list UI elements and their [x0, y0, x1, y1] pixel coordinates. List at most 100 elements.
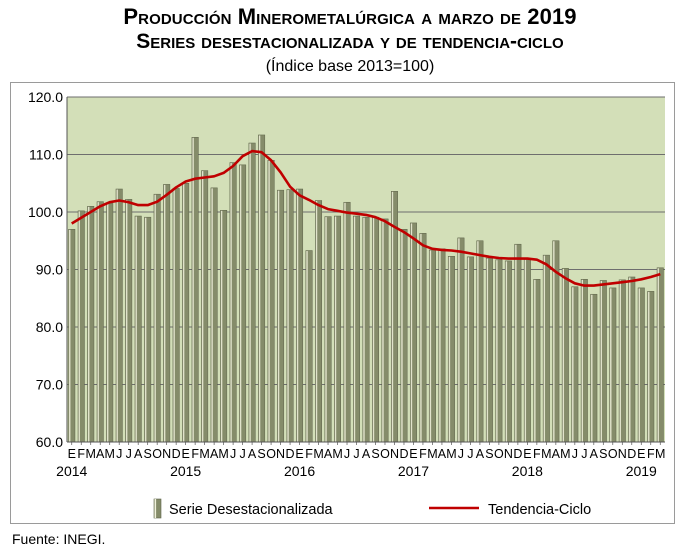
x-tick-label-month: D	[172, 447, 181, 461]
y-tick-label: 80.0	[36, 319, 63, 335]
x-tick-label-month: D	[399, 447, 408, 461]
bar-highlight	[315, 201, 318, 442]
bar-highlight	[201, 171, 204, 442]
bar-highlight	[448, 256, 451, 442]
legend-bar-swatch-highlight	[154, 499, 157, 518]
bar-highlight	[88, 206, 90, 442]
y-tick-label: 120.0	[28, 89, 63, 105]
bar-highlight	[372, 217, 375, 442]
x-tick-label-month: A	[476, 447, 485, 461]
y-tick-label: 70.0	[36, 377, 63, 393]
bar-highlight	[600, 280, 602, 442]
bar-highlight	[439, 249, 441, 442]
trend-line	[71, 149, 661, 287]
x-tick-label-month: J	[458, 447, 464, 461]
x-tick-label-month: N	[276, 447, 285, 461]
bar-highlight	[477, 241, 479, 442]
bar-highlight	[296, 189, 299, 442]
source-note: Fuente: INEGI.	[12, 531, 106, 547]
bar-highlight	[629, 277, 631, 442]
bar-highlight	[78, 211, 80, 442]
bar-highlight	[562, 268, 565, 442]
bar-highlight	[619, 280, 621, 442]
x-tick-label-month: E	[523, 447, 531, 461]
bar-highlight	[524, 259, 527, 442]
bar-highlight	[496, 260, 498, 442]
x-tick-label-month: F	[647, 447, 655, 461]
x-tick-label-month: J	[353, 447, 359, 461]
bar-highlight	[638, 288, 640, 442]
x-tick-label-month: M	[560, 447, 570, 461]
x-tick-label-month: N	[390, 447, 399, 461]
bar-highlight	[249, 143, 251, 442]
bar-highlight	[69, 229, 71, 442]
chart-frame: 60.0 70.0 80.0 90.0 100.0 110.0 120.0 E F M A M J J A S…	[10, 82, 675, 524]
bar-highlight	[192, 137, 194, 442]
x-tick-label-month: J	[467, 447, 473, 461]
x-tick-label-month: S	[144, 447, 152, 461]
x-tick-label-month: J	[344, 447, 350, 461]
bar-highlight	[581, 279, 584, 442]
bar-highlight	[97, 202, 99, 442]
x-tick-label-month: M	[313, 447, 323, 461]
x-tick-label-month: M	[332, 447, 342, 461]
bar-highlight	[467, 257, 470, 442]
bar-highlight	[144, 217, 147, 442]
x-tick-label-year: 2018	[512, 463, 543, 479]
x-tick-label-month: M	[541, 447, 551, 461]
legend-bar-swatch	[153, 498, 162, 519]
x-tick-label-year: 2019	[626, 463, 657, 479]
bar-highlight	[458, 238, 460, 442]
bar-highlight	[268, 160, 270, 442]
bar-highlight	[363, 217, 365, 442]
bar-highlight	[391, 191, 394, 442]
x-tick-label-month: A	[248, 447, 257, 461]
legend-label-line: Tendencia-Ciclo	[488, 502, 591, 518]
chart-subtitle: Series desestacionalizada y de tendencia…	[136, 30, 564, 53]
bar-highlight	[657, 268, 659, 442]
bar-highlight	[382, 219, 384, 442]
x-tick-label-month: F	[533, 447, 541, 461]
y-tick-label: 90.0	[36, 262, 63, 278]
x-tick-label-month: O	[608, 447, 618, 461]
bar-highlight	[486, 258, 489, 442]
bar-highlight	[505, 261, 508, 442]
bar-highlight	[401, 229, 403, 442]
x-tick-label-month: N	[504, 447, 513, 461]
x-tick-label-month: N	[162, 447, 171, 461]
x-tick-label-month: J	[572, 447, 578, 461]
x-tick-label-month: S	[371, 447, 379, 461]
x-tick-label-month: O	[266, 447, 276, 461]
x-tick-label-month: J	[581, 447, 587, 461]
x-tick-label-month: O	[380, 447, 390, 461]
bar-highlight	[334, 216, 337, 442]
legend-label-bars: Serie Desestacionalizada	[169, 502, 334, 518]
bar-highlight	[154, 194, 156, 442]
bar-highlight	[306, 251, 308, 442]
x-tick-label-month: F	[305, 447, 313, 461]
y-tick-label: 100.0	[28, 204, 63, 220]
bar-highlight	[420, 233, 422, 442]
x-tick-label-month: O	[494, 447, 504, 461]
bar-highlight	[287, 190, 289, 442]
x-tick-label-month: A	[438, 447, 447, 461]
x-tick-label-month: E	[181, 447, 189, 461]
bar-highlight	[610, 288, 612, 442]
y-tick-label: 60.0	[36, 434, 63, 450]
bar-highlight	[230, 163, 232, 442]
x-tick-label-month: D	[513, 447, 522, 461]
bar-highlight	[106, 203, 109, 442]
x-tick-label-month: O	[152, 447, 162, 461]
bar-highlight	[173, 188, 175, 442]
x-tick-label-month: M	[655, 447, 665, 461]
x-tick-label-month: F	[419, 447, 427, 461]
x-tick-label-month: D	[627, 447, 636, 461]
bar-highlight	[429, 250, 432, 442]
bar-highlight	[648, 291, 650, 442]
x-tick-label-month: S	[485, 447, 493, 461]
x-tick-label-month: A	[362, 447, 371, 461]
x-tick-label-month: E	[68, 447, 76, 461]
y-tick-label: 110.0	[29, 147, 63, 163]
x-tick-label-month: F	[77, 447, 85, 461]
